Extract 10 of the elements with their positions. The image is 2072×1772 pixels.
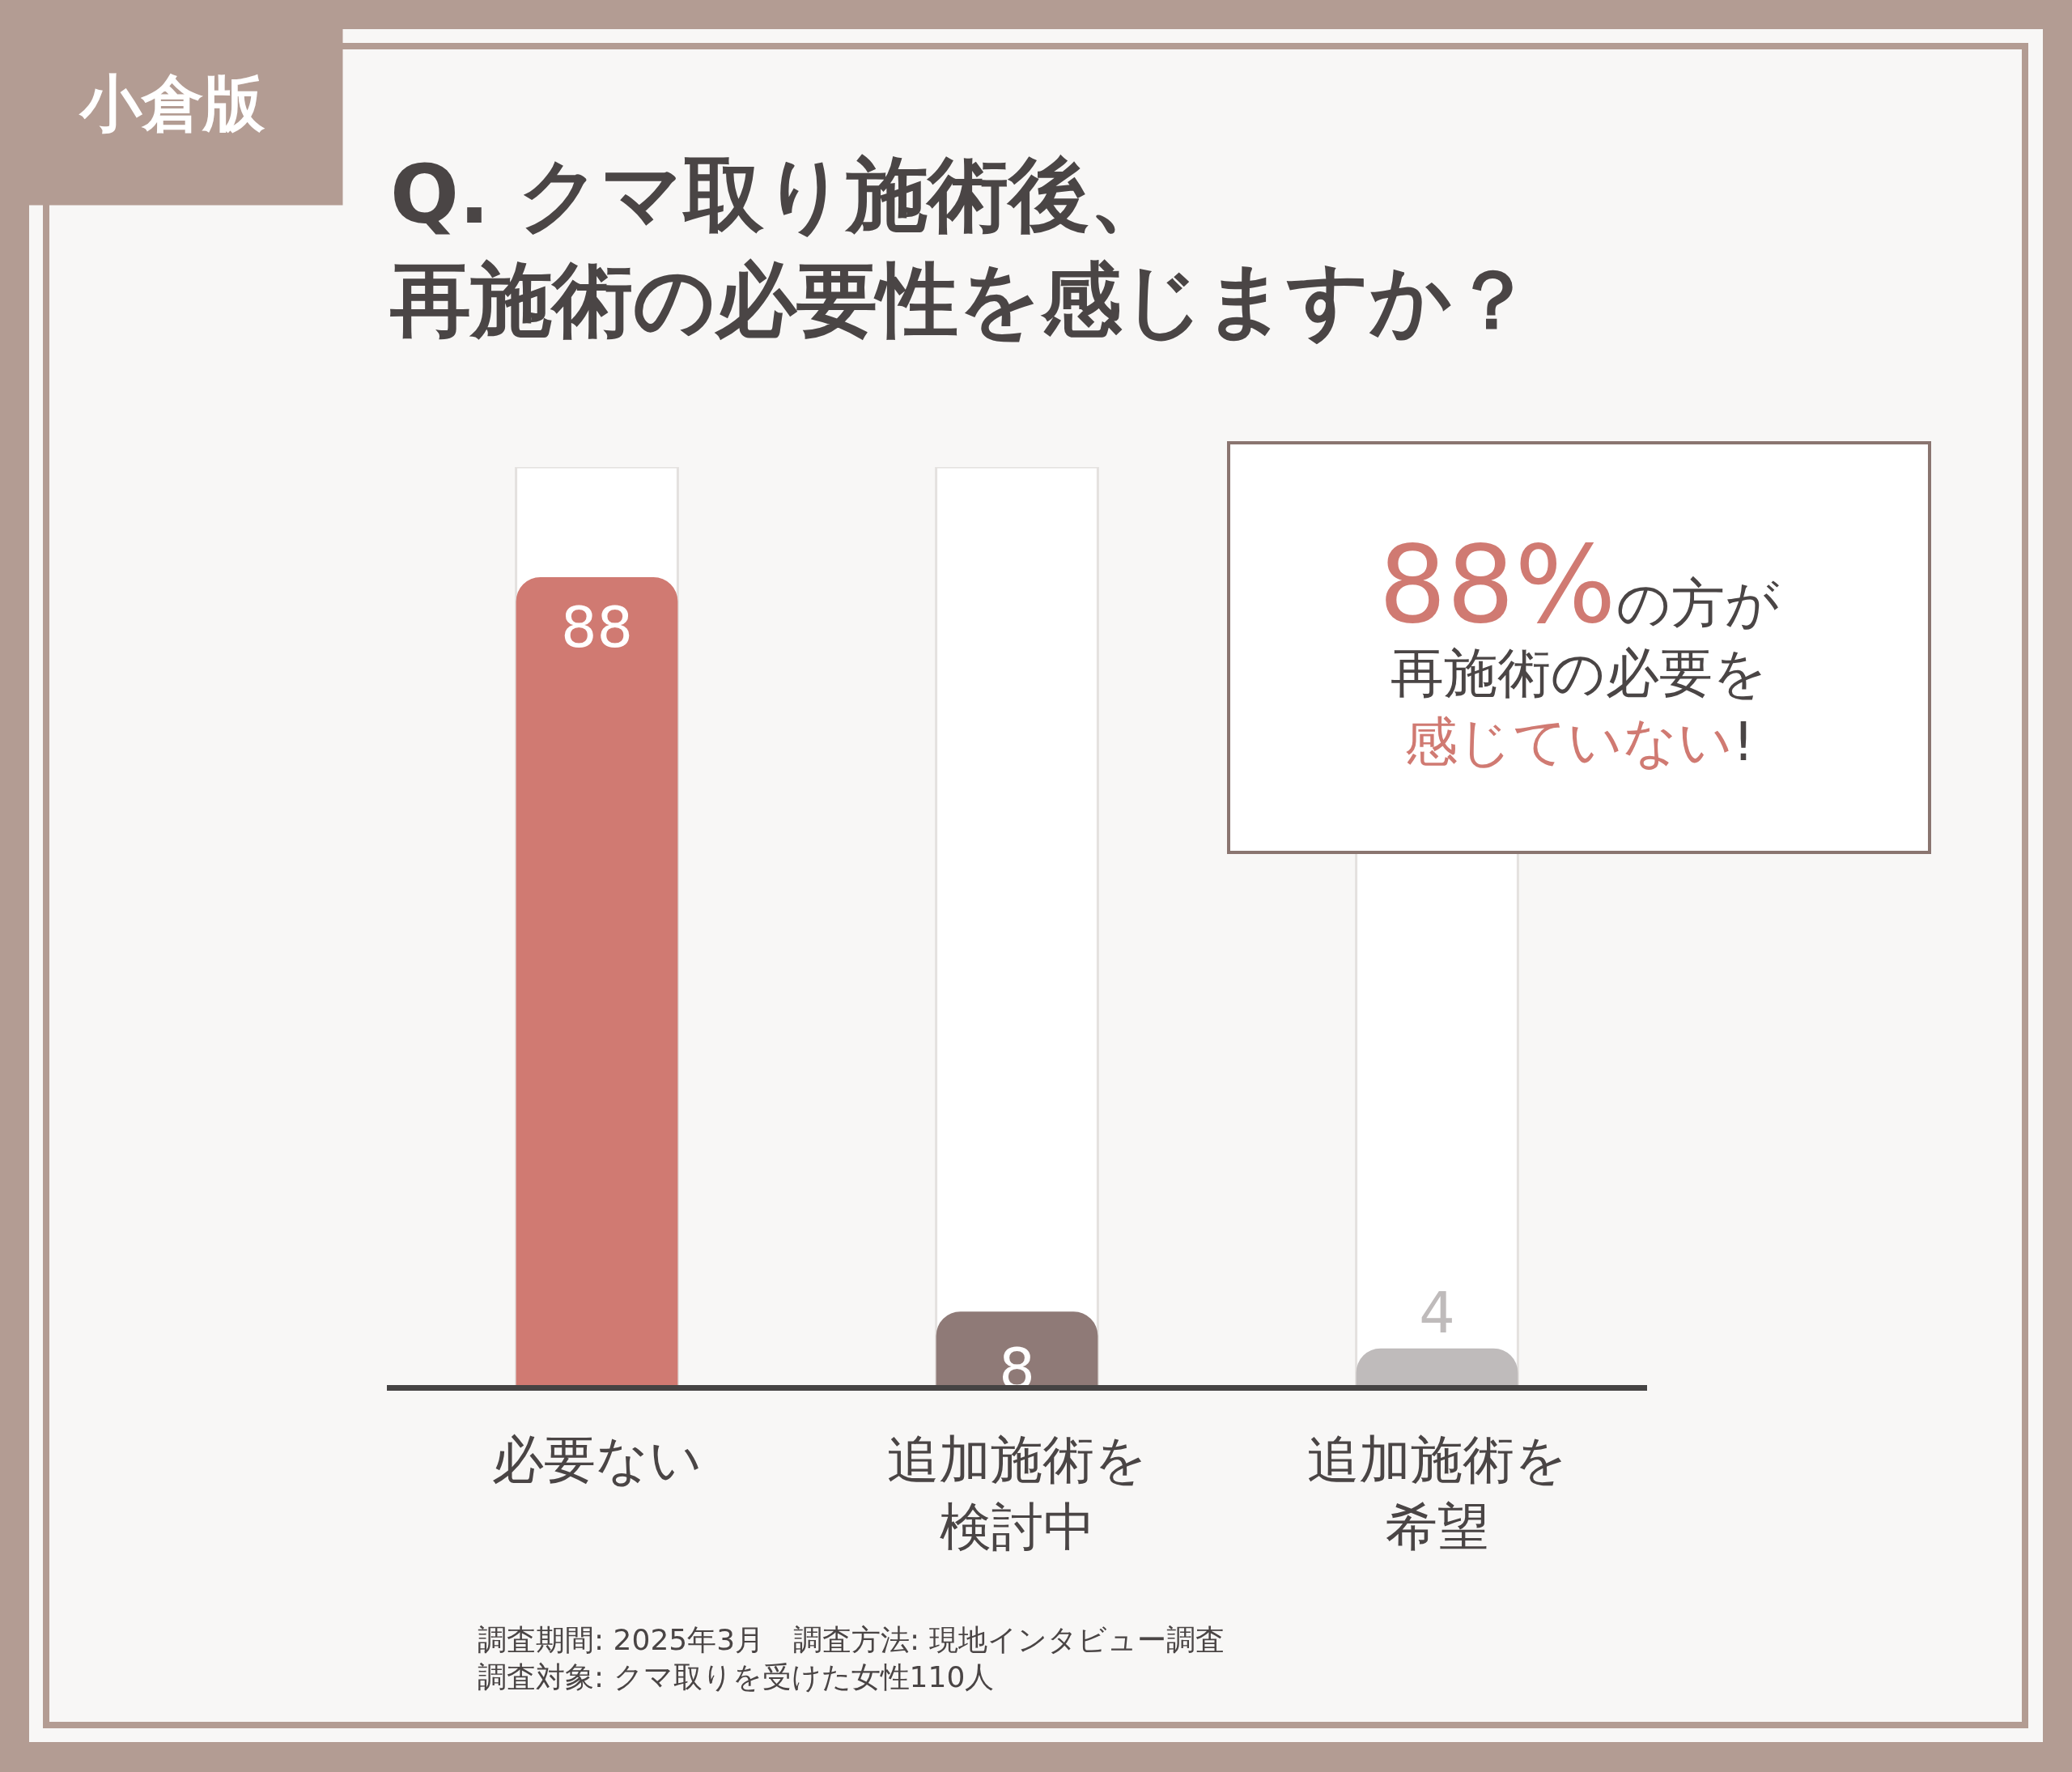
text: 調査対象: クマ取りを受けた女性110人 bbox=[478, 1660, 995, 1693]
annotation: 88%の方が再施術の必要を感じていない! bbox=[1378, 521, 1780, 774]
x-tick-label: 追加施術を検討中 bbox=[886, 1429, 1148, 1557]
text: 調査期間: 2025年3月 調査方法: 現地インタビュー調査 bbox=[478, 1623, 1225, 1656]
x-tick-label: 追加施術を希望 bbox=[1306, 1429, 1568, 1557]
text: 小倉版 bbox=[78, 66, 265, 139]
x-tick-label: 必要ない bbox=[491, 1429, 703, 1489]
data-label: 4 bbox=[1419, 1279, 1455, 1346]
data-label: 88 bbox=[560, 593, 634, 661]
chart-title: Q. クマ取り施術後、再施術の必要性を感じますか？ bbox=[389, 147, 1533, 347]
